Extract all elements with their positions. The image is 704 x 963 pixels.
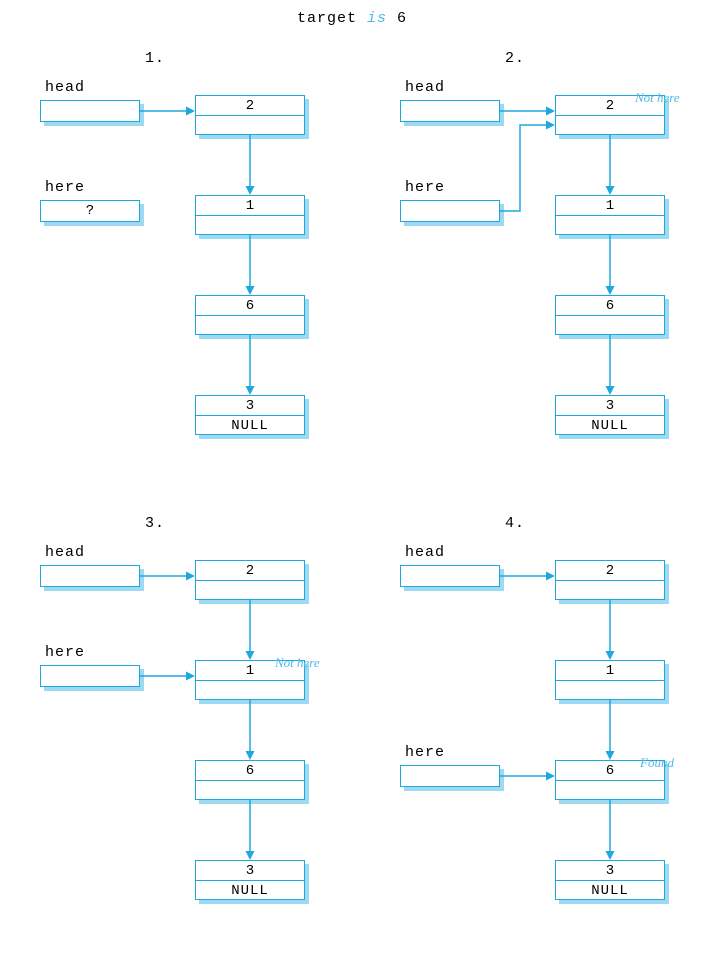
list-node: 3NULL <box>555 395 665 435</box>
list-node: 2 <box>195 560 305 600</box>
node-value: 3 <box>556 861 664 881</box>
list-node: 6 <box>195 295 305 335</box>
head-label: head <box>45 79 85 96</box>
annotation: Not here <box>275 655 320 671</box>
list-node: 2 <box>195 95 305 135</box>
here-box <box>400 200 500 222</box>
node-value: 3 <box>196 396 304 416</box>
head-box <box>40 565 140 587</box>
node-value: 6 <box>196 296 304 316</box>
step-label: 3. <box>145 515 165 532</box>
head-label: head <box>405 79 445 96</box>
here-label: here <box>45 179 85 196</box>
title: target is 6 <box>0 10 704 27</box>
list-node: 6 <box>555 295 665 335</box>
annotation: Not here <box>635 90 680 106</box>
node-value: 2 <box>196 561 304 581</box>
head-box <box>400 100 500 122</box>
panel-2: 2.2163NULLheadhereNot here <box>400 45 700 495</box>
title-pre: target <box>297 10 367 27</box>
node-value: 3 <box>556 396 664 416</box>
node-null: NULL <box>556 416 664 436</box>
node-value: 1 <box>556 661 664 681</box>
node-value: 1 <box>556 196 664 216</box>
step-label: 2. <box>505 50 525 67</box>
list-node: 3NULL <box>555 860 665 900</box>
head-box <box>400 565 500 587</box>
list-node: 6 <box>195 760 305 800</box>
node-null: NULL <box>196 416 304 436</box>
panel-1: 1. 2 1 6 3NULL head here? <box>40 45 340 495</box>
title-post: 6 <box>387 10 407 27</box>
node-value: 3 <box>196 861 304 881</box>
list-node: 1 <box>195 195 305 235</box>
panel-4: 4.2163NULLheadhereFound <box>400 510 700 960</box>
here-box <box>40 665 140 687</box>
list-node: 1 <box>555 660 665 700</box>
node-value: 6 <box>196 761 304 781</box>
head-box <box>40 100 140 122</box>
node-value: 6 <box>556 296 664 316</box>
annotation: Found <box>640 755 674 771</box>
node-value: 2 <box>556 561 664 581</box>
node-null: NULL <box>556 881 664 901</box>
list-node: 1 <box>555 195 665 235</box>
panel-3: 3.2163NULLheadhereNot here <box>40 510 340 960</box>
step-label: 1. <box>145 50 165 67</box>
here-label: here <box>45 644 85 661</box>
head-label: head <box>45 544 85 561</box>
title-is: is <box>367 10 387 27</box>
here-label: here <box>405 744 445 761</box>
head-label: head <box>405 544 445 561</box>
list-node: 2 <box>555 560 665 600</box>
here-box <box>400 765 500 787</box>
list-node: 3NULL <box>195 395 305 435</box>
node-null: NULL <box>196 881 304 901</box>
node-value: 1 <box>196 196 304 216</box>
node-value: 2 <box>196 96 304 116</box>
here-label: here <box>405 179 445 196</box>
list-node: 3NULL <box>195 860 305 900</box>
step-label: 4. <box>505 515 525 532</box>
here-content: ? <box>40 200 140 222</box>
